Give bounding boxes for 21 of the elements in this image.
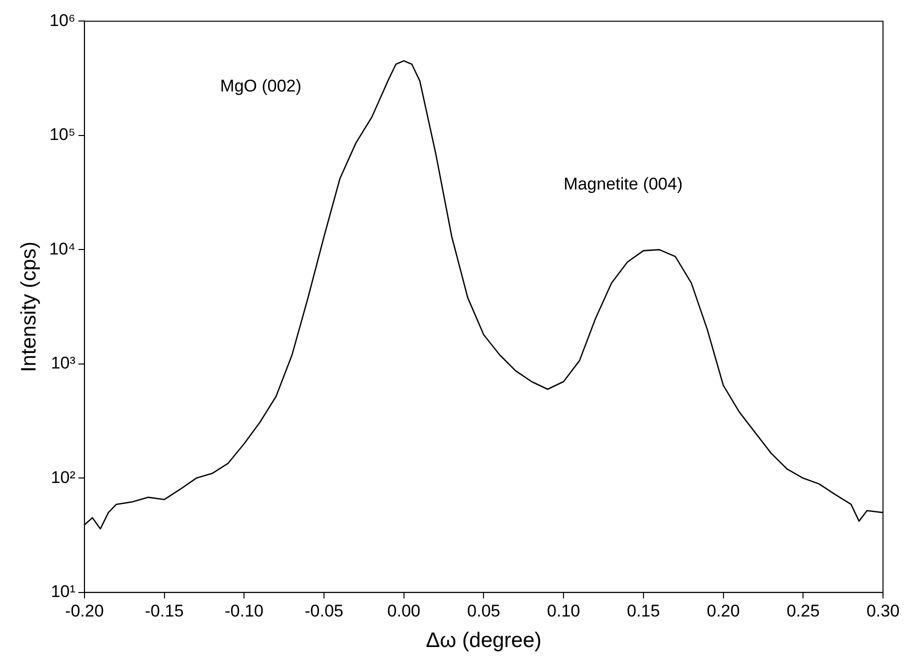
x-tick-label: 0.00 xyxy=(387,601,420,620)
y-tick-label: 10¹ xyxy=(50,582,76,602)
x-tick-label: 0.25 xyxy=(786,601,820,620)
y-tick-label: 10⁴ xyxy=(49,239,76,258)
y-tick-label: 10³ xyxy=(50,354,76,373)
y-tick-label: 10⁵ xyxy=(49,125,76,144)
y-tick-label: 10⁶ xyxy=(49,10,76,30)
x-tick-label: 0.15 xyxy=(626,601,660,620)
x-axis-title: Δω (degree) xyxy=(426,629,542,652)
y-axis-title: Intensity (cps) xyxy=(17,241,40,372)
x-tick-label: 0.10 xyxy=(547,601,580,620)
x-tick-label: -0.05 xyxy=(304,601,344,620)
x-tick-label: 0.30 xyxy=(866,601,900,620)
x-tick-label: 0.20 xyxy=(706,601,740,620)
annotation: MgO (002) xyxy=(220,76,302,96)
x-tick-label: -0.20 xyxy=(65,601,104,620)
x-tick-label: 0.05 xyxy=(467,601,500,620)
x-tick-label: -0.15 xyxy=(144,601,184,620)
annotation: Magnetite (004) xyxy=(564,174,683,194)
x-tick-label: -0.10 xyxy=(224,601,264,620)
y-tick-label: 10² xyxy=(50,468,76,487)
